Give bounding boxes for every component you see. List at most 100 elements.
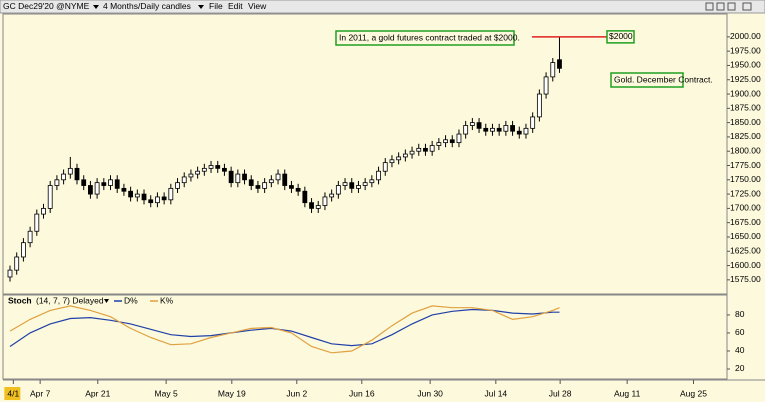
x-tick-label: Apr 7 xyxy=(30,388,51,398)
candle-body xyxy=(222,167,227,172)
window-button[interactable] xyxy=(705,2,714,11)
x-tick-label: May 5 xyxy=(155,388,178,398)
y-tick-label: 20 xyxy=(735,363,745,373)
candle-body xyxy=(7,269,13,278)
x-tick-label: Apr 21 xyxy=(85,388,110,398)
candle-body xyxy=(349,182,355,189)
candle-body xyxy=(94,182,100,195)
candle-body xyxy=(463,125,469,135)
y-tick-label: 1575.00 xyxy=(730,274,761,284)
x-tick-label: Jul 28 xyxy=(549,388,572,398)
x-tick-label: Jul 14 xyxy=(484,388,507,398)
candle-body xyxy=(557,59,562,69)
candle-body xyxy=(396,156,402,161)
candle-body xyxy=(322,196,328,206)
candle-body xyxy=(423,147,428,152)
candle-body xyxy=(242,173,247,181)
price-panel xyxy=(2,13,728,295)
candle-body xyxy=(449,139,455,144)
candle-body xyxy=(121,187,127,192)
candle-body xyxy=(389,159,395,164)
candle-body xyxy=(429,145,435,152)
candle-body xyxy=(335,185,341,195)
stoch-line xyxy=(9,305,560,354)
candle-body xyxy=(41,207,46,215)
candle-body xyxy=(523,127,529,135)
candle-body xyxy=(134,193,140,198)
window-button[interactable] xyxy=(727,2,736,11)
candle-body xyxy=(148,199,154,204)
y-tick-label: 80 xyxy=(735,309,745,319)
y-tick-label: 1650.00 xyxy=(730,231,761,241)
y-tick-label: 1725.00 xyxy=(730,188,761,198)
candle-body xyxy=(141,193,147,201)
candle-body xyxy=(161,196,167,201)
candle-body xyxy=(88,185,93,195)
candle-body xyxy=(114,179,120,189)
y-tick-label: 2000.00 xyxy=(730,31,761,41)
candle-body xyxy=(516,130,522,135)
candle-body xyxy=(469,122,475,126)
toolbar xyxy=(0,0,765,14)
candle-body xyxy=(67,167,73,175)
candle-body xyxy=(402,153,408,158)
candle-body xyxy=(228,170,234,184)
candle-body xyxy=(235,173,241,184)
candle-body xyxy=(215,165,221,169)
candle-body xyxy=(268,179,274,184)
candle-body xyxy=(34,213,40,232)
y-tick-label: 1925.00 xyxy=(730,74,761,84)
x-tick-label: Jun 30 xyxy=(417,388,443,398)
candle-body xyxy=(47,185,53,209)
menu-file[interactable]: File xyxy=(209,1,223,11)
timeframe[interactable]: 4 Months/Daily candles xyxy=(103,1,191,11)
menu-view[interactable]: View xyxy=(248,1,267,11)
candle-body xyxy=(550,62,556,78)
price-line-box xyxy=(606,30,635,44)
menu-edit[interactable]: Edit xyxy=(228,1,243,11)
candle-body xyxy=(168,187,174,201)
x-tick-label: Aug 11 xyxy=(614,388,641,398)
x-tick-label: 4/1 xyxy=(7,388,19,398)
candle-body xyxy=(409,150,415,155)
y-tick-label: 1850.00 xyxy=(730,117,761,127)
candle-body xyxy=(27,230,33,244)
candle-body xyxy=(262,182,268,189)
candle-body xyxy=(155,196,160,204)
annotation: In 2011, a gold futures contract traded … xyxy=(339,32,520,42)
x-tick-label: May 19 xyxy=(218,388,246,398)
annotation-box xyxy=(610,72,684,88)
candle-body xyxy=(54,179,60,186)
candle-body xyxy=(543,76,549,95)
candle-body xyxy=(14,256,20,271)
window-button[interactable] xyxy=(742,2,752,11)
stoch-panel xyxy=(2,294,728,380)
candle-body xyxy=(490,127,495,132)
dropdown-arrow[interactable] xyxy=(93,5,99,9)
y-tick-label: 1750.00 xyxy=(730,174,761,184)
candle-body xyxy=(510,125,515,132)
candle-body xyxy=(362,182,368,186)
candle-body xyxy=(376,170,381,181)
x-tick-label: Aug 25 xyxy=(680,388,707,398)
candle-body xyxy=(61,173,67,181)
stoch-line xyxy=(9,308,560,347)
dropdown-arrow xyxy=(104,299,109,303)
y-tick-label: 1975.00 xyxy=(730,45,761,55)
candle-body xyxy=(329,193,335,198)
candle-body xyxy=(302,190,308,204)
y-tick-label: 1625.00 xyxy=(730,246,761,256)
symbol[interactable]: GC Dec29'20 @NYME xyxy=(3,1,90,11)
dropdown-arrow[interactable] xyxy=(198,5,204,9)
candle-body xyxy=(496,127,502,132)
y-tick-label: 1700.00 xyxy=(730,203,761,213)
y-tick-label: 40 xyxy=(735,345,745,355)
y-tick-label: 1950.00 xyxy=(730,60,761,70)
candle-body xyxy=(108,179,113,186)
price-line-label: $2000 xyxy=(609,31,633,41)
window-button[interactable] xyxy=(716,2,725,11)
y-tick-label: 1825.00 xyxy=(730,131,761,141)
candle-body xyxy=(342,182,348,186)
legend-label: K% xyxy=(160,295,174,305)
